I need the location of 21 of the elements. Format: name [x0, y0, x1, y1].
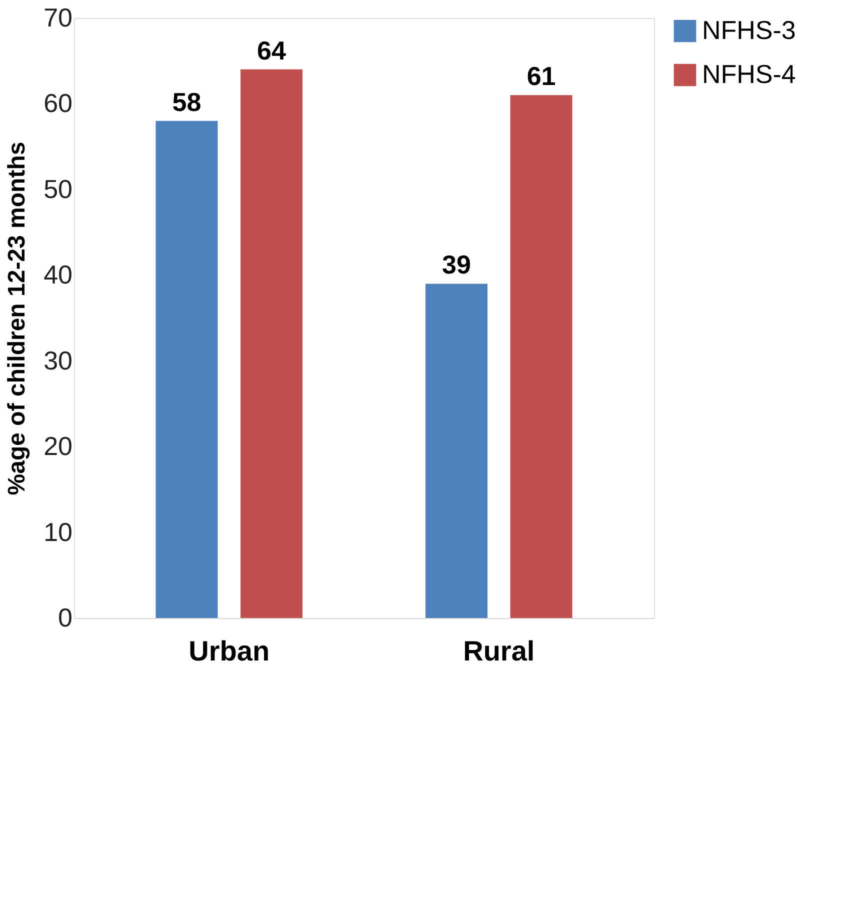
y-tick-label: 40 — [44, 260, 72, 290]
data-label: 64 — [257, 35, 287, 66]
y-tick-label: 10 — [44, 516, 72, 547]
bar — [510, 95, 572, 618]
data-label: 58 — [172, 86, 202, 117]
x-tick-label: Urban — [188, 636, 270, 666]
legend-label: NFHS-4 — [702, 59, 796, 89]
y-tick-label: 60 — [44, 88, 72, 118]
y-tick-label: 30 — [44, 345, 72, 376]
data-label: 61 — [526, 61, 556, 92]
x-tick-label: Rural — [463, 636, 535, 666]
y-tick-label: 50 — [44, 174, 72, 204]
data-label: 39 — [442, 250, 471, 280]
bar — [425, 284, 488, 618]
bar — [240, 69, 303, 618]
y-axis-title: %age of children 12-23 months — [4, 142, 31, 496]
y-tick-label: 20 — [44, 431, 72, 462]
y-tick-label: 0 — [58, 602, 72, 632]
legend-label: NFHS-3 — [702, 15, 796, 45]
bar — [156, 120, 218, 618]
y-tick-label: 70 — [44, 2, 72, 32]
